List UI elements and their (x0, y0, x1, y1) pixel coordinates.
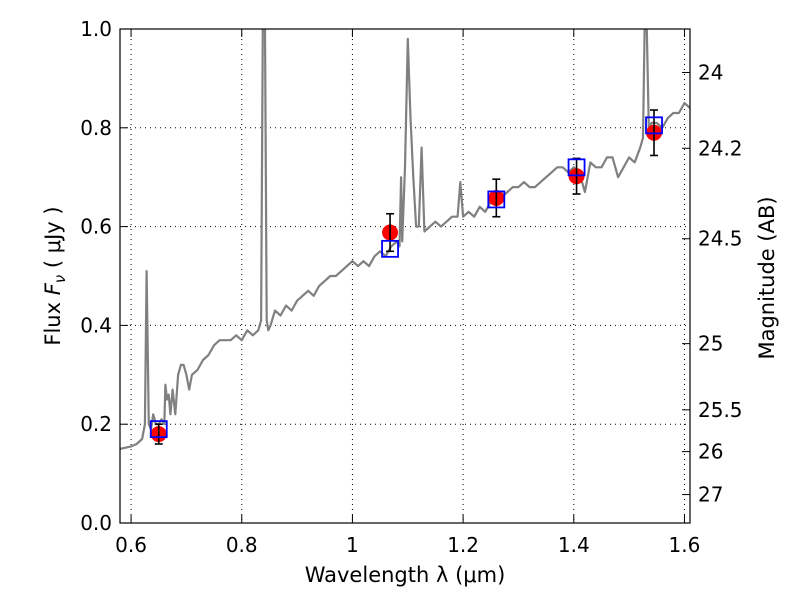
y-axis-label-suffix: ( μJy ) (41, 206, 65, 274)
x-tick-label: 0.8 (226, 533, 258, 557)
y-axis-label-symbol: F (41, 282, 65, 295)
x-tick-label: 1.4 (558, 533, 590, 557)
x-tick-label: 1.6 (669, 533, 701, 557)
plot-area (120, 29, 690, 450)
model-square (149, 420, 168, 439)
x-axis: 0.6 0.8 1 1.2 1.4 1.6 (115, 29, 700, 557)
y-tick-label: 1.0 (80, 17, 112, 41)
y-tick-label: 0.4 (80, 313, 112, 337)
plot-frame (119, 28, 691, 524)
magnitude-tick-label: 24.2 (698, 136, 743, 160)
y-axis-left: 0.0 0.2 0.4 0.6 0.8 1.0 (80, 17, 128, 535)
y-tick-label: 0.0 (80, 511, 112, 535)
y-axis-label-subscript: ν (51, 275, 69, 283)
magnitude-tick-label: 24 (698, 60, 723, 84)
spectrum-line (120, 29, 690, 450)
model-square (487, 190, 506, 209)
model-square (381, 239, 399, 258)
magnitude-tick-label: 24.5 (698, 227, 743, 251)
model-square (567, 158, 586, 177)
y-tick-label: 0.2 (80, 412, 112, 436)
y-tick-label: 0.6 (80, 215, 112, 239)
y-axis-right-label: Magnitude (AB) (755, 196, 779, 359)
magnitude-tick-label: 25 (698, 332, 723, 356)
y-axis-right-magnitude: 24 24.2 24.5 25 25.5 26 27 (682, 60, 743, 507)
magnitude-tick-label: 27 (698, 483, 723, 507)
x-axis-label: Wavelength λ (μm) (305, 563, 506, 587)
magnitude-tick-label: 26 (698, 440, 723, 464)
y-axis-label-prefix: Flux (41, 295, 65, 345)
y-tick-label: 0.8 (80, 116, 112, 140)
y-axis-label: Flux Fν ( μJy ) (41, 206, 69, 345)
x-tick-label: 0.6 (115, 533, 147, 557)
magnitude-tick-label: 25.5 (698, 398, 743, 422)
grid (120, 28, 690, 524)
x-tick-label: 1.2 (447, 533, 479, 557)
x-tick-label: 1 (346, 533, 359, 557)
model-square (645, 116, 663, 135)
